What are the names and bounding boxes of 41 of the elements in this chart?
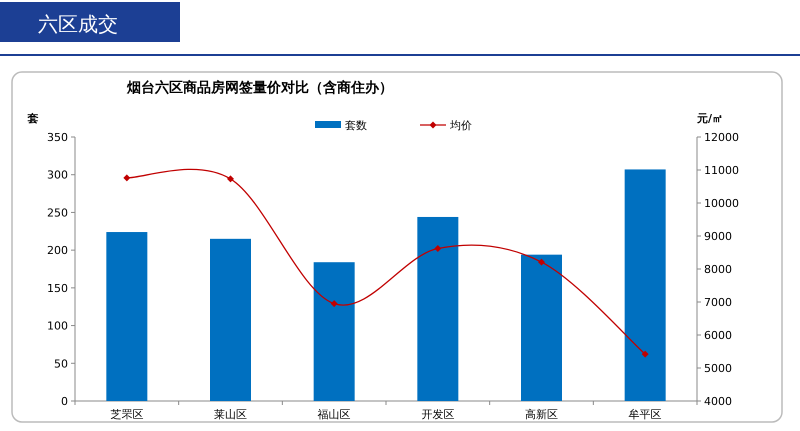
y2-tick-label: 9000 <box>704 230 732 243</box>
y-axis-title: 套 <box>26 112 38 125</box>
bar <box>314 262 355 401</box>
x-tick-label: 高新区 <box>525 408 558 421</box>
y-tick-label: 100 <box>47 320 68 333</box>
x-tick-label: 开发区 <box>421 408 454 421</box>
y-tick-label: 150 <box>47 282 68 295</box>
y-tick-label: 200 <box>47 244 68 258</box>
point <box>538 258 545 266</box>
y2-tick-label: 4000 <box>704 395 732 408</box>
y2-tick-label: 10000 <box>704 197 739 210</box>
y-tick-label: 50 <box>54 357 68 370</box>
y-tick-label: 250 <box>47 206 68 220</box>
point <box>227 175 234 182</box>
x-tick-label: 福山区 <box>318 408 351 421</box>
point <box>123 174 130 182</box>
x-tick-label: 牟平区 <box>628 408 662 421</box>
text: 六区成交 <box>38 12 118 36</box>
y-tick-label: 0 <box>61 395 68 408</box>
point <box>434 245 442 252</box>
bar <box>417 216 458 401</box>
y-tick-label: 300 <box>47 168 68 182</box>
bar <box>521 254 562 401</box>
y2-tick-label: 12000 <box>704 131 739 144</box>
chart-title: 烟台六区商品房网签量价对比（含商住办） <box>126 79 393 96</box>
point <box>330 300 338 308</box>
bar <box>624 169 666 401</box>
y2-axis-title: 元/㎡ <box>696 112 724 125</box>
legend-label: 套数 <box>345 119 367 132</box>
y2-tick-label: 11000 <box>704 164 739 177</box>
x-tick-label: 芝罘区 <box>110 408 144 421</box>
bar <box>106 232 148 401</box>
x-tick-label: 莱山区 <box>214 408 247 421</box>
y2-tick-label: 5000 <box>704 362 732 375</box>
y2-tick-label: 6000 <box>704 329 732 342</box>
y2-tick-label: 8000 <box>704 263 732 276</box>
legend-label: 均价 <box>449 119 472 132</box>
y-tick-label: 350 <box>47 131 68 144</box>
y2-tick-label: 7000 <box>704 296 732 309</box>
bar <box>210 238 251 401</box>
point <box>642 350 649 358</box>
